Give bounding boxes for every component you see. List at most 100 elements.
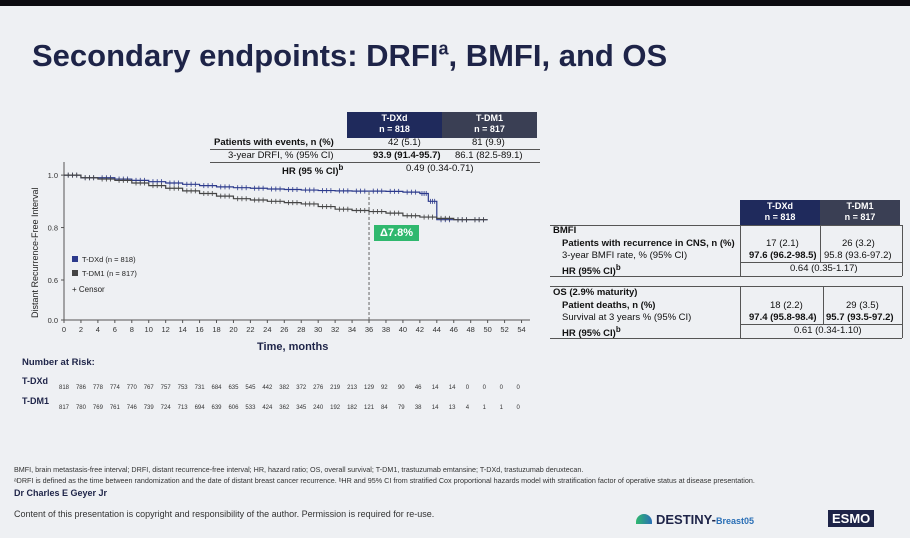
x-tick-label: 8 <box>130 325 134 334</box>
risk-value: 79 <box>397 405 405 411</box>
risk-value: 382 <box>279 385 290 391</box>
x-tick-label: 18 <box>212 325 220 334</box>
presenter-name: Dr Charles E Geyer Jr <box>14 488 108 498</box>
risk-value: 774 <box>109 385 120 391</box>
logo-mark-icon <box>636 514 652 524</box>
risk-value: 345 <box>296 405 307 411</box>
risk-value: 684 <box>211 385 222 391</box>
risk-value: 14 <box>431 385 439 391</box>
os-row-3yr-label: Survival at 3 years % (95% CI) <box>562 312 692 323</box>
risk-value: 694 <box>194 405 205 411</box>
bmfi-os-table: T-DXd n = 818 T-DM1 n = 817 BMFI Patients … <box>550 200 905 340</box>
esmo-logo: ESMO <box>828 510 875 527</box>
x-tick-label: 28 <box>297 325 305 334</box>
risk-value: 129 <box>364 385 375 391</box>
y-tick-label: 0.0 <box>48 316 58 325</box>
risk-value: 92 <box>380 385 388 391</box>
bmfi-row-cns-v1: 17 (2.1) <box>766 238 799 249</box>
destiny-logo: DESTINY-Breast05 <box>636 512 754 527</box>
risk-value: 635 <box>228 385 239 391</box>
y-tick-label: 0.6 <box>48 276 58 285</box>
drfi-col-tdxd-header: T-DXd n = 818 <box>347 112 442 138</box>
x-tick-label: 2 <box>79 325 83 334</box>
risk-value: 219 <box>330 385 341 391</box>
risk-value: 606 <box>228 405 239 411</box>
risk-value: 753 <box>177 385 188 391</box>
legend-swatch <box>72 256 78 262</box>
risk-value: 192 <box>330 405 341 411</box>
bmfi-row-3yr-v1: 97.6 (96.2-98.5) <box>749 250 817 261</box>
risk-value: 639 <box>211 405 222 411</box>
risk-label-tdxd: T-DXd <box>22 376 48 386</box>
x-tick-label: 38 <box>382 325 390 334</box>
risk-value: 276 <box>313 385 324 391</box>
bmfi-col-tdxd-header: T-DXd n = 818 <box>740 200 820 226</box>
x-tick-label: 6 <box>113 325 117 334</box>
risk-value: 4 <box>465 405 470 411</box>
legend-censor: + Censor <box>72 285 105 294</box>
risk-value: 38 <box>414 405 422 411</box>
x-tick-label: 20 <box>229 325 237 334</box>
drfi-col-tdm1-header: T-DM1 n = 817 <box>442 112 537 138</box>
os-row-deaths-v2: 29 (3.5) <box>846 300 879 311</box>
bmfi-row-cns-v2: 26 (3.2) <box>842 238 875 249</box>
risk-value: 240 <box>313 405 324 411</box>
drfi-table: T-DXd n = 818 T-DM1 n = 817 Patients with … <box>210 112 540 177</box>
risk-value: 13 <box>448 405 456 411</box>
risk-value: 424 <box>262 405 273 411</box>
risk-value: 14 <box>448 385 456 391</box>
x-tick-label: 30 <box>314 325 322 334</box>
drfi-row-3yr-v1: 93.9 (91.4-95.7) <box>373 150 441 161</box>
risk-value: 746 <box>126 405 137 411</box>
risk-value: 739 <box>143 405 154 411</box>
risk-value: 786 <box>75 385 86 391</box>
x-tick-label: 52 <box>500 325 508 334</box>
bmfi-row-cns-label: Patients with recurrence in CNS, n (%) <box>562 238 735 249</box>
risk-value: 372 <box>296 385 307 391</box>
x-tick-label: 12 <box>162 325 170 334</box>
x-tick-label: 4 <box>96 325 100 334</box>
x-tick-label: 40 <box>399 325 407 334</box>
y-axis-label: Distant Recurrence-Free Interval <box>30 187 40 318</box>
os-row-hr-value: 0.61 (0.34-1.10) <box>794 325 862 336</box>
os-section-title: OS (2.9% maturity) <box>553 287 638 298</box>
x-tick-label: 14 <box>178 325 186 334</box>
risk-value: 545 <box>245 385 256 391</box>
copyright-notice: Content of this presentation is copyrigh… <box>14 509 435 519</box>
footnote-defs: ᵃDRFI is defined as the time between ran… <box>14 476 755 485</box>
risk-value: 0 <box>482 385 486 391</box>
y-tick-label: 0.8 <box>48 224 58 233</box>
risk-value: 767 <box>143 385 154 391</box>
risk-value: 818 <box>59 385 70 391</box>
risk-value: 362 <box>279 405 290 411</box>
x-tick-label: 34 <box>348 325 356 334</box>
risk-value: 213 <box>347 385 358 391</box>
risk-value: 0 <box>465 385 470 391</box>
km-chart: 0 2 4 6 8 10 12 14 16 18 20 22 24 26 28 30 32 34 36 38 40 42 4… <box>30 162 530 353</box>
os-row-3yr-v2: 95.7 (93.5-97.2) <box>826 312 894 323</box>
risk-value: 817 <box>59 405 70 411</box>
bmfi-row-3yr-v2: 95.8 (93.6-97.2) <box>824 250 892 261</box>
slide: Secondary endpoints: DRFIa, BMFI, and OS… <box>0 6 910 538</box>
drfi-row-events-v2: 81 (9.9) <box>472 137 505 148</box>
risk-value: 724 <box>160 405 171 411</box>
risk-value: 442 <box>262 385 273 391</box>
km-curve-tdm1 <box>64 174 488 221</box>
risk-value: 46 <box>414 385 422 391</box>
y-tick-label: 1.0 <box>48 171 58 180</box>
risk-value: 1 <box>482 405 486 411</box>
drfi-row-hr-value: 0.49 (0.34-0.71) <box>406 163 474 174</box>
risk-value: 0 <box>499 385 503 391</box>
risk-value: 770 <box>126 385 137 391</box>
x-tick-label: 16 <box>195 325 203 334</box>
legend-label: T-DXd (n = 818) <box>82 255 136 264</box>
x-tick-label: 46 <box>450 325 458 334</box>
risk-value: 757 <box>160 385 171 391</box>
legend-swatch <box>72 270 78 276</box>
bmfi-section-title: BMFI <box>553 225 577 236</box>
bmfi-row-hr-label: HR (95% CI)b <box>562 263 621 278</box>
drfi-row-events-label: Patients with events, n (%) <box>214 137 334 148</box>
x-tick-label: 10 <box>145 325 153 334</box>
os-row-deaths-v1: 18 (2.2) <box>770 300 803 311</box>
os-row-deaths-label: Patient deaths, n (%) <box>562 300 656 311</box>
